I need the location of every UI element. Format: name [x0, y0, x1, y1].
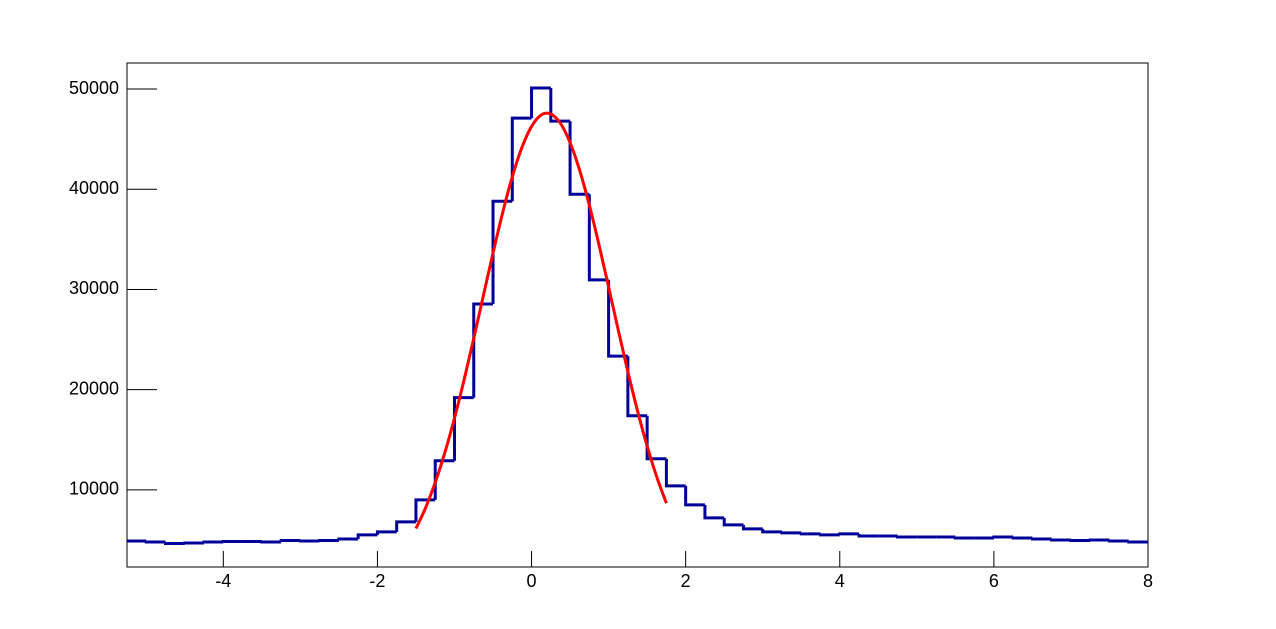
histogram-bin [645, 415, 667, 461]
histogram-bin [183, 541, 205, 545]
histogram-bin [587, 194, 609, 282]
histogram-bin [1069, 538, 1091, 542]
histogram-bin [992, 535, 1014, 539]
histogram-bin [722, 517, 744, 527]
y-tick-label: 30000 [69, 278, 119, 298]
histogram-bin [1011, 536, 1033, 540]
histogram-bin [819, 533, 840, 537]
x-tick-label: -2 [369, 571, 385, 591]
histogram-bin [395, 520, 416, 532]
x-tick-label: -4 [215, 571, 231, 591]
histogram-bin [568, 121, 590, 196]
histogram-bin [549, 88, 571, 123]
histogram-bin [298, 539, 320, 543]
x-tick-label: 8 [1143, 571, 1153, 591]
histogram-bin [1050, 538, 1071, 542]
histogram-bin [530, 86, 551, 119]
histogram-bin [896, 535, 917, 539]
histogram-bin [318, 538, 339, 542]
histogram-bin [838, 532, 860, 536]
histogram-bin [260, 540, 282, 544]
histogram-bin [356, 533, 378, 539]
histogram-bin [202, 540, 224, 544]
histogram-bin [221, 539, 243, 543]
fit-curve [414, 111, 668, 530]
histogram-bin [1107, 539, 1129, 543]
histogram-bin [452, 396, 474, 461]
histogram-bin [1088, 538, 1110, 542]
histogram-bin [953, 536, 975, 540]
histogram-bin [375, 530, 397, 535]
histogram-bin [607, 279, 628, 358]
histogram-bin [164, 541, 185, 545]
histogram-bin [799, 532, 821, 536]
histogram-bin [1030, 537, 1052, 541]
y-tick-label: 50000 [69, 78, 119, 98]
histogram-bin [780, 531, 802, 535]
histogram-bin [279, 538, 301, 542]
x-tick-label: 2 [681, 571, 691, 591]
y-tick-label: 20000 [69, 378, 119, 398]
histogram-bin [664, 458, 686, 488]
histogram-bin [337, 537, 359, 541]
histogram-bin [472, 302, 494, 398]
y-tick-label: 10000 [69, 479, 119, 499]
histogram-bin [433, 459, 455, 500]
histogram-bin [761, 528, 782, 534]
y-tick-label: 40000 [69, 178, 119, 198]
histogram-bin [703, 504, 725, 520]
histogram-bin [1127, 540, 1148, 544]
histogram-bin [144, 540, 166, 544]
histogram-bin [684, 485, 705, 507]
plot-frame [126, 62, 1149, 568]
x-tick-label: 4 [835, 571, 845, 591]
histogram-bin [741, 524, 763, 531]
histogram-bin [857, 533, 879, 538]
x-tick-label: 6 [989, 571, 999, 591]
x-tick-label: 0 [527, 571, 537, 591]
